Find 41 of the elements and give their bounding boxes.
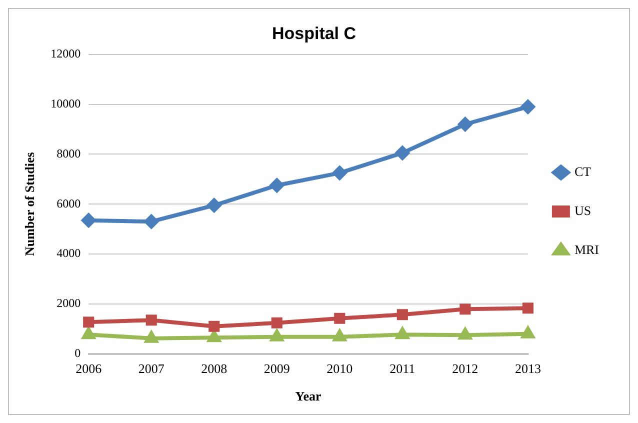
y-tick-label: 4000: [56, 246, 81, 260]
point: [270, 330, 284, 342]
point: [270, 178, 284, 192]
x-tick-label: 2011: [390, 361, 416, 376]
x-tick-label: 2006: [76, 361, 102, 376]
x-axis-title: Year: [295, 388, 322, 404]
x-tick-label: 2008: [201, 361, 228, 376]
point: [460, 304, 471, 315]
point: [332, 166, 347, 180]
point: [396, 309, 408, 320]
point: [458, 328, 472, 340]
point: [144, 214, 158, 229]
legend-label: MRI: [574, 242, 600, 257]
y-tick-label: 12000: [50, 46, 81, 61]
y-tick-label: 10000: [50, 96, 81, 110]
legend-label: US: [574, 202, 592, 218]
y-tick-label: 0: [74, 346, 81, 360]
point: [208, 330, 220, 342]
point: [208, 320, 220, 332]
x-tick-label: 2007: [138, 361, 165, 376]
point: [458, 117, 472, 132]
point: [334, 312, 346, 324]
point: [271, 317, 282, 328]
point: [146, 314, 157, 326]
x-tick-label: 2013: [514, 361, 541, 376]
chart-title: Hospital C: [272, 24, 356, 43]
y-tick-label: 8000: [56, 146, 81, 160]
y-tick-label: 6000: [56, 196, 81, 210]
point: [395, 146, 410, 160]
point: [207, 198, 222, 212]
x-tick-label: 2010: [326, 361, 353, 376]
x-tick-label: 2009: [264, 361, 290, 376]
y-tick-label: 2000: [56, 296, 81, 310]
point: [83, 316, 94, 328]
point: [522, 302, 534, 314]
point: [520, 100, 535, 114]
legend-label: CT: [574, 164, 592, 179]
point: [82, 213, 96, 228]
x-tick-label: 2012: [452, 361, 478, 376]
point: [82, 328, 95, 340]
y-axis-title: Number of Studies: [22, 152, 38, 256]
